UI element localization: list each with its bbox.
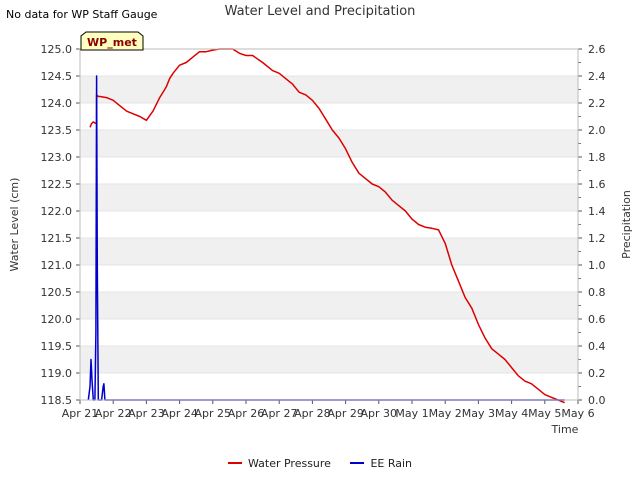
water-pressure-swatch	[227, 462, 242, 464]
x-tick-label: May 1	[395, 407, 428, 420]
x-tick-label: May 3	[462, 407, 495, 420]
left-tick-label: 125.0	[41, 43, 73, 56]
left-tick-label: 120.5	[41, 286, 73, 299]
grid-band	[80, 346, 578, 373]
x-tick-label: Apr 26	[228, 407, 265, 420]
x-tick-label: May 5	[528, 407, 561, 420]
left-tick-label: 122.5	[41, 178, 73, 191]
legend: Water Pressure EE Rain	[0, 454, 640, 470]
grid-bands	[80, 48, 578, 401]
ee-rain-swatch	[350, 462, 365, 464]
right-axis: 0.0 0.2 0.4 0.6 0.8 1.0 1.2 1.4 1.6 1.8 2.0 2.2 2.4 2…	[578, 43, 606, 407]
x-tick-label: Apr 29	[327, 407, 364, 420]
x-tick-label: May 4	[495, 407, 528, 420]
left-tick-label: 123.5	[41, 124, 73, 137]
x-tick-label: Apr 25	[195, 407, 232, 420]
left-tick-label: 119.5	[41, 340, 73, 353]
right-tick-label: 0.0	[588, 394, 606, 407]
x-tick-label: Apr 30	[361, 407, 398, 420]
right-tick-label: 1.0	[588, 259, 606, 272]
left-tick-label: 122.0	[41, 205, 73, 218]
grid-band	[80, 76, 578, 103]
left-axis: 118.5 119.0 119.5 120.0 120.5 121.0 121.5 122.0…	[41, 43, 80, 407]
right-tick-label: 1.8	[588, 151, 606, 164]
y-axis-label-right: Precipitation	[620, 190, 633, 259]
plot-frame	[79, 48, 579, 401]
grid-band	[80, 130, 578, 157]
left-tick-label: 121.5	[41, 232, 73, 245]
right-tick-label: 2.6	[588, 43, 606, 56]
station-annotation: WP_met	[80, 31, 144, 51]
left-tick-label: 119.0	[41, 367, 73, 380]
grid-band	[80, 238, 578, 265]
right-tick-label: 2.2	[588, 97, 606, 110]
annotation-label: WP_met	[87, 36, 137, 49]
left-tick-label: 124.5	[41, 70, 73, 83]
right-tick-label: 2.0	[588, 124, 606, 137]
right-tick-label: 1.6	[588, 178, 606, 191]
right-tick-label: 2.4	[588, 70, 606, 83]
legend-item-ee-rain: EE Rain	[350, 457, 412, 470]
x-tick-label: Apr 27	[261, 407, 298, 420]
legend-label-water-pressure: Water Pressure	[247, 456, 331, 470]
right-tick-label: 0.6	[588, 313, 606, 326]
x-tick-label: May 2	[429, 407, 462, 420]
right-tick-label: 1.2	[588, 232, 606, 245]
left-tick-label: 120.0	[41, 313, 73, 326]
legend-item-water-pressure: Water Pressure	[227, 456, 331, 470]
y-axis-label-left: Water Level (cm)	[8, 178, 21, 272]
grid-band	[80, 184, 578, 211]
grid-band	[80, 292, 578, 319]
left-tick-label: 124.0	[41, 97, 73, 110]
series-line-water-pressure	[89, 48, 565, 404]
x-tick-label: Apr 23	[128, 407, 165, 420]
left-tick-label: 118.5	[41, 394, 73, 407]
no-data-message: No data for WP Staff Gauge	[6, 8, 158, 21]
right-tick-label: 0.2	[588, 367, 606, 380]
right-tick-label: 1.4	[588, 205, 606, 218]
legend-label-ee-rain: EE Rain	[370, 456, 413, 470]
x-tick-label: Apr 28	[294, 407, 331, 420]
x-tick-label: Apr 22	[95, 407, 132, 420]
left-tick-label: 123.0	[41, 151, 73, 164]
x-tick-label: Apr 21	[62, 407, 99, 420]
chart-title: Water Level and Precipitation	[224, 4, 416, 19]
right-tick-label: 0.8	[588, 286, 606, 299]
x-tick-label: Apr 24	[161, 407, 198, 420]
x-tick-label: May 6	[561, 407, 594, 420]
right-tick-label: 0.4	[588, 340, 606, 353]
x-axis-label: Time	[551, 423, 579, 436]
left-tick-label: 121.0	[41, 259, 73, 272]
annotation-box	[80, 31, 144, 51]
